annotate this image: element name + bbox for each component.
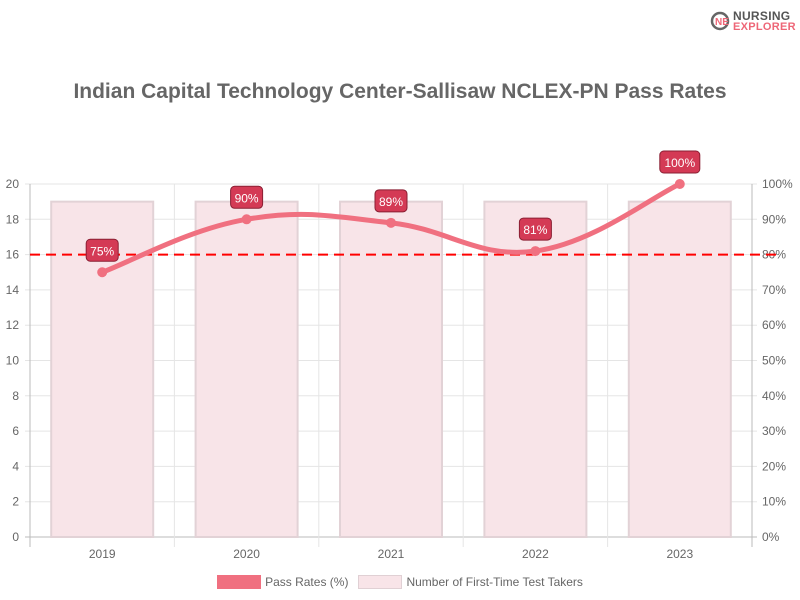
legend-swatch [358,575,403,589]
data-point [241,214,252,225]
right-tick-label: 20% [762,459,786,473]
legend-label: Pass Rates (%) [265,575,349,589]
left-tick-label: 4 [12,459,19,473]
right-tick-label: 90% [762,212,786,226]
data-label: 100% [664,156,695,170]
data-label: 81% [523,223,547,237]
left-tick-label: 20 [6,177,20,191]
left-tick-label: 10 [6,354,20,368]
data-point [674,179,685,189]
right-tick-label: 10% [762,495,786,509]
logo-text-1: NURSING [733,9,791,23]
bar [627,200,732,538]
svg-text:NE: NE [715,17,729,28]
data-point [97,267,108,278]
x-tick-label: 2020 [233,547,260,561]
x-tick-label: 2023 [666,547,693,561]
left-tick-label: 14 [6,283,20,297]
legend-swatch [217,575,262,589]
data-label: 89% [379,195,403,209]
legend-label: Number of First-Time Test Takers [406,575,583,589]
data-label-box [230,185,264,209]
data-label-box [85,238,119,262]
data-point [530,246,541,257]
data-label: 90% [235,191,259,205]
right-tick-label: 70% [762,283,786,297]
data-label-box [518,217,552,241]
legend-item-pass-rates[interactable]: Pass Rates (%) [217,575,348,589]
bar [339,200,443,538]
x-tick-label: 2022 [522,547,549,561]
logo-icon: NE [710,11,730,31]
right-tick-label: 60% [762,318,786,332]
chart-title: Indian Capital Technology Center-Sallisa… [73,80,727,103]
left-tick-label: 16 [6,248,20,262]
logo-text-2: EXPLORER [733,21,796,33]
legend: Pass Rates (%) Number of First-Time Test… [0,575,800,589]
logo: NE NURSING EXPLORER [710,9,796,35]
x-tick-label: 2021 [378,547,405,561]
data-label-box [374,189,408,213]
left-tick-label: 2 [12,495,19,509]
right-tick-label: 40% [762,389,786,403]
left-tick-label: 8 [12,389,19,403]
bar [194,200,299,538]
left-tick-label: 12 [6,318,20,332]
right-tick-label: 100% [762,177,793,191]
bar [483,200,588,538]
legend-item-test-takers[interactable]: Number of First-Time Test Takers [358,575,583,589]
right-tick-label: 50% [762,354,786,368]
left-tick-label: 18 [6,212,20,226]
right-tick-label: 30% [762,424,786,438]
x-tick-label: 2019 [89,547,116,561]
data-label-box [659,150,701,174]
data-label: 75% [90,244,114,258]
data-point [386,217,396,228]
left-tick-label: 0 [12,530,19,544]
right-tick-label: 0% [762,530,780,544]
left-tick-label: 6 [12,424,19,438]
